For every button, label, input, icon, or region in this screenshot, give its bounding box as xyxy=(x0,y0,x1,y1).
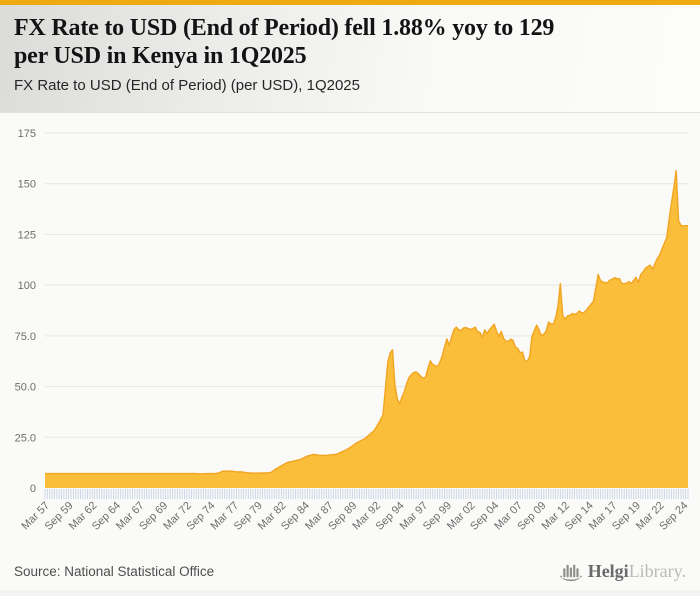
header: FX Rate to USD (End of Period) fell 1.88… xyxy=(0,5,700,113)
footer: Source: National Statistical Office Helg… xyxy=(14,556,686,586)
chart-area: 0 25.0 50.0 75.0 100 125 150 175 Mar 57 Sep 59 Mar… xyxy=(0,113,700,553)
svg-text:175: 175 xyxy=(18,128,36,140)
page-title: FX Rate to USD (End of Period) fell 1.88… xyxy=(14,14,686,70)
svg-text:0: 0 xyxy=(30,483,36,495)
svg-text:50.0: 50.0 xyxy=(15,382,36,394)
svg-text:75.0: 75.0 xyxy=(15,331,36,343)
page-title-line2: per USD in Kenya in 1Q2025 xyxy=(14,43,307,70)
svg-text:150: 150 xyxy=(18,179,36,191)
svg-text:100: 100 xyxy=(18,280,36,292)
svg-text:25.0: 25.0 xyxy=(15,432,36,444)
svg-text:125: 125 xyxy=(18,229,36,241)
helgi-library-logo: HelgiLibrary. xyxy=(559,560,686,582)
accent-topbar xyxy=(0,0,700,5)
page-title-line1: FX Rate to USD (End of Period) fell 1.88… xyxy=(14,15,555,41)
source-note: Source: National Statistical Office xyxy=(14,563,215,579)
logo-library: Library. xyxy=(628,560,686,581)
bottom-strip xyxy=(0,590,700,596)
logo-wordmark: HelgiLibrary. xyxy=(588,561,686,582)
helgi-bars-icon xyxy=(559,564,582,582)
logo-helgi: Helgi xyxy=(587,560,629,581)
chart-subtitle: FX Rate to USD (End of Period) (per USD)… xyxy=(14,77,360,95)
